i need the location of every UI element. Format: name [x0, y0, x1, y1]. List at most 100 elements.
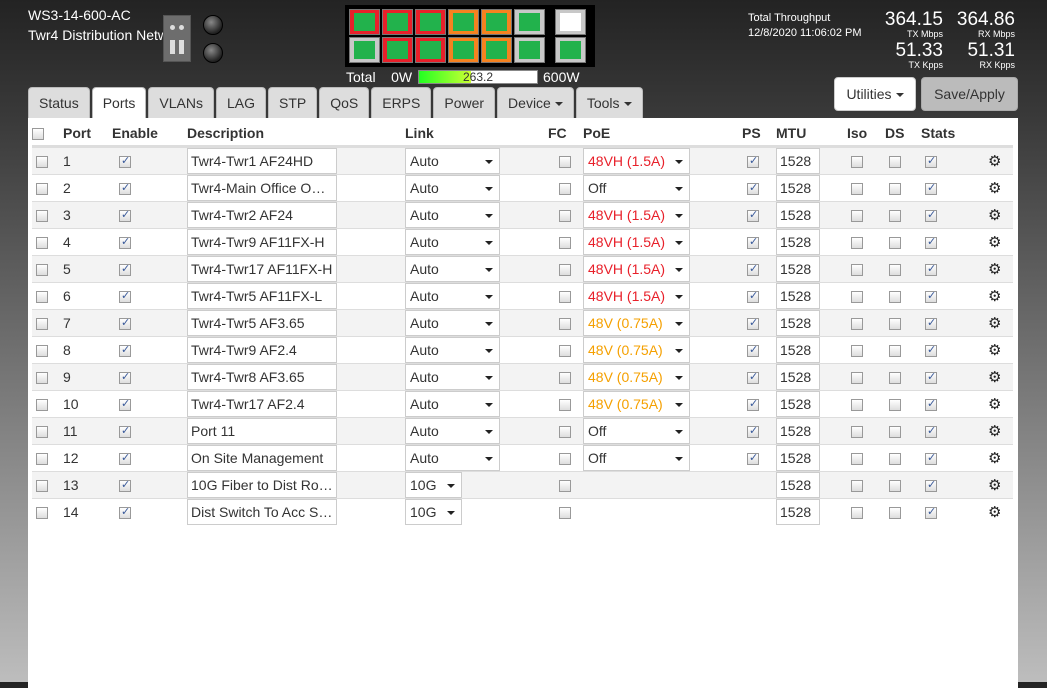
description-input[interactable]: Twr4-Twr5 AF3.65	[187, 309, 337, 336]
ps-checkbox[interactable]	[747, 424, 759, 438]
ds-checkbox[interactable]	[889, 398, 901, 411]
enable-checkbox[interactable]	[119, 451, 131, 465]
gear-icon[interactable]: ⚙	[988, 206, 1002, 224]
poe-select[interactable]: 48V (0.75A)	[583, 336, 690, 363]
enable-checkbox[interactable]	[119, 424, 131, 438]
enable-checkbox[interactable]	[119, 370, 131, 384]
stats-checkbox[interactable]	[925, 451, 937, 465]
stats-checkbox[interactable]	[925, 478, 937, 492]
poe-select[interactable]: 48VH (1.5A)	[583, 228, 690, 255]
poe-select[interactable]: 48VH (1.5A)	[583, 201, 690, 228]
enable-checkbox[interactable]	[119, 397, 131, 411]
gear-icon[interactable]: ⚙	[988, 368, 1002, 386]
gear-icon[interactable]: ⚙	[988, 179, 1002, 197]
row-select-checkbox[interactable]	[36, 155, 48, 168]
row-select-checkbox[interactable]	[36, 479, 48, 492]
tab-device[interactable]: Device	[497, 87, 574, 118]
tab-erps[interactable]: ERPS	[371, 87, 432, 118]
poe-select[interactable]: Off	[583, 174, 690, 201]
link-select[interactable]: Auto	[405, 174, 500, 201]
stats-checkbox[interactable]	[925, 424, 937, 438]
mtu-input[interactable]: 1528	[776, 390, 820, 417]
gear-icon[interactable]: ⚙	[988, 152, 1002, 170]
iso-checkbox[interactable]	[851, 209, 863, 222]
sfp-port-14-indicator[interactable]	[555, 37, 586, 63]
link-select[interactable]: Auto	[405, 336, 500, 363]
row-select-checkbox[interactable]	[36, 371, 48, 384]
ds-checkbox[interactable]	[889, 317, 901, 330]
ds-checkbox[interactable]	[889, 371, 901, 384]
ps-checkbox[interactable]	[747, 289, 759, 303]
stats-checkbox[interactable]	[925, 343, 937, 357]
gear-icon[interactable]: ⚙	[988, 287, 1002, 305]
row-select-checkbox[interactable]	[36, 209, 48, 222]
mtu-input[interactable]: 1528	[776, 336, 820, 363]
description-input[interactable]: Twr4-Twr17 AF11FX-H	[187, 255, 337, 282]
iso-checkbox[interactable]	[851, 182, 863, 195]
mtu-input[interactable]: 1528	[776, 174, 820, 201]
description-input[interactable]: Dist Switch To Acc S …	[187, 498, 337, 525]
iso-checkbox[interactable]	[851, 371, 863, 384]
stats-checkbox[interactable]	[925, 397, 937, 411]
mtu-input[interactable]: 1528	[776, 147, 820, 174]
ds-checkbox[interactable]	[889, 479, 901, 492]
ds-checkbox[interactable]	[889, 290, 901, 303]
fc-checkbox[interactable]	[559, 236, 571, 249]
stats-checkbox[interactable]	[925, 289, 937, 303]
link-select[interactable]: Auto	[405, 309, 500, 336]
poe-select[interactable]: 48V (0.75A)	[583, 363, 690, 390]
ds-checkbox[interactable]	[889, 236, 901, 249]
iso-checkbox[interactable]	[851, 236, 863, 249]
row-select-checkbox[interactable]	[36, 344, 48, 357]
row-select-checkbox[interactable]	[36, 236, 48, 249]
link-select[interactable]: Auto	[405, 417, 500, 444]
poe-select[interactable]: Off	[583, 417, 690, 444]
ds-checkbox[interactable]	[889, 182, 901, 195]
poe-select[interactable]: 48VH (1.5A)	[583, 282, 690, 309]
ds-checkbox[interactable]	[889, 507, 901, 520]
fc-checkbox[interactable]	[559, 344, 571, 357]
link-select[interactable]: Auto	[405, 201, 500, 228]
poe-select[interactable]: 48V (0.75A)	[583, 309, 690, 336]
ds-checkbox[interactable]	[889, 209, 901, 222]
stats-checkbox[interactable]	[925, 316, 937, 330]
ps-checkbox[interactable]	[747, 397, 759, 411]
mtu-input[interactable]: 1528	[776, 255, 820, 282]
iso-checkbox[interactable]	[851, 425, 863, 438]
mtu-input[interactable]: 1528	[776, 444, 820, 471]
stats-checkbox[interactable]	[925, 181, 937, 195]
gear-icon[interactable]: ⚙	[988, 449, 1002, 467]
ps-checkbox[interactable]	[747, 262, 759, 276]
iso-checkbox[interactable]	[851, 290, 863, 303]
description-input[interactable]: Twr4-Main Office On …	[187, 174, 337, 201]
stats-checkbox[interactable]	[925, 154, 937, 168]
description-input[interactable]: Twr4-Twr8 AF3.65	[187, 363, 337, 390]
enable-checkbox[interactable]	[119, 235, 131, 249]
fc-checkbox[interactable]	[559, 479, 571, 492]
port-7-indicator[interactable]	[448, 9, 479, 35]
fc-checkbox[interactable]	[559, 263, 571, 276]
stats-checkbox[interactable]	[925, 505, 937, 520]
tab-ports[interactable]: Ports	[91, 87, 147, 118]
utilities-button[interactable]: Utilities	[834, 77, 916, 111]
stats-checkbox[interactable]	[925, 235, 937, 249]
poe-select[interactable]: 48VH (1.5A)	[583, 255, 690, 282]
enable-checkbox[interactable]	[119, 505, 131, 520]
enable-checkbox[interactable]	[119, 262, 131, 276]
ps-checkbox[interactable]	[747, 343, 759, 357]
port-4-indicator[interactable]	[382, 37, 413, 63]
port-12-indicator[interactable]	[514, 37, 545, 63]
link-select[interactable]: Auto	[405, 282, 500, 309]
poe-select[interactable]: Off	[583, 444, 690, 471]
description-input[interactable]: Twr4-Twr2 AF24	[187, 201, 337, 228]
mtu-input[interactable]: 1528	[776, 498, 820, 525]
enable-checkbox[interactable]	[119, 181, 131, 195]
link-select[interactable]: 10G	[405, 471, 462, 498]
link-select[interactable]: 10G	[405, 498, 462, 525]
iso-checkbox[interactable]	[851, 263, 863, 276]
enable-checkbox[interactable]	[119, 478, 131, 492]
iso-checkbox[interactable]	[851, 479, 863, 492]
mtu-input[interactable]: 1528	[776, 201, 820, 228]
tab-stp[interactable]: STP	[267, 87, 318, 118]
gear-icon[interactable]: ⚙	[988, 395, 1002, 413]
